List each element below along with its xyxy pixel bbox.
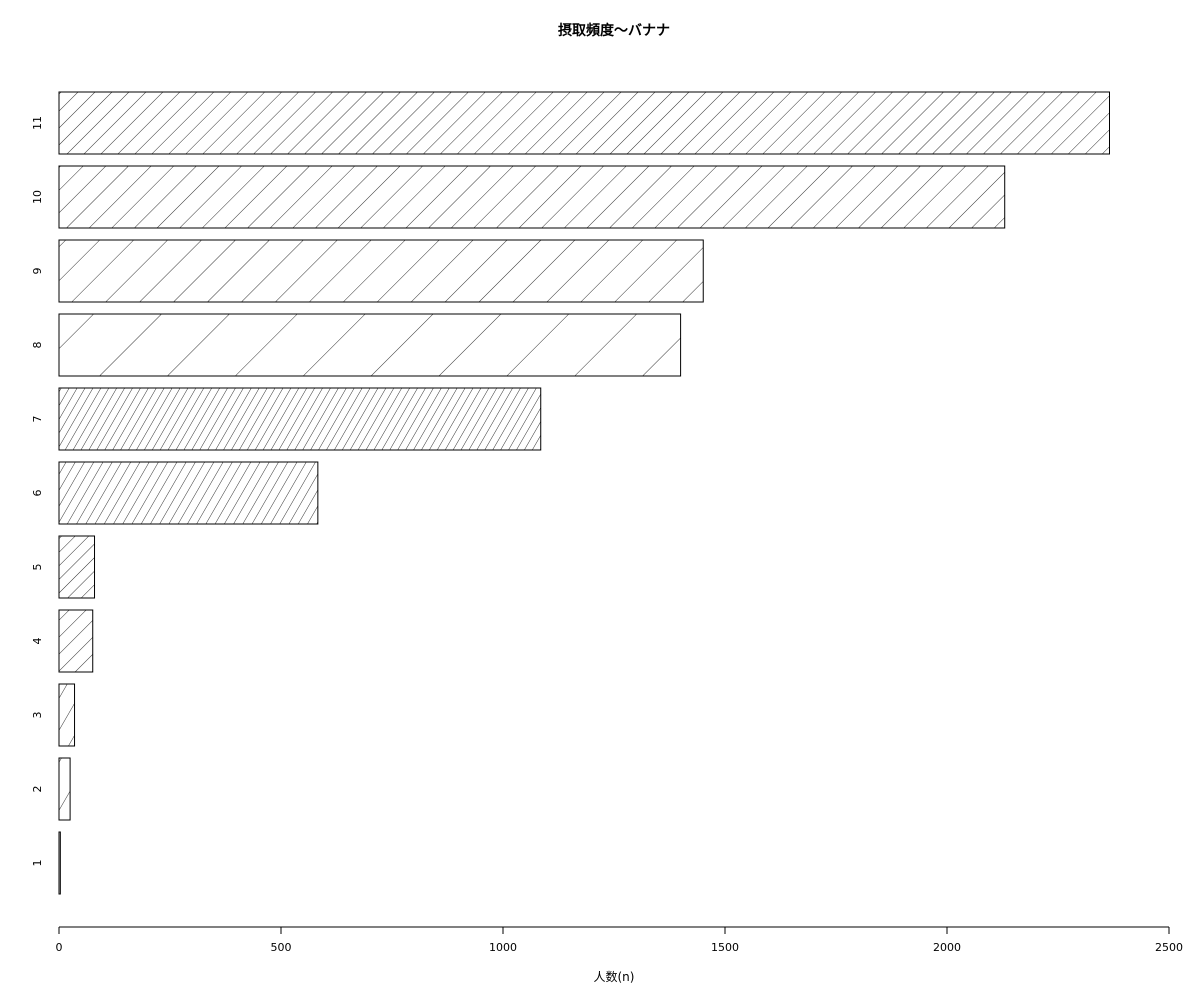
- x-tick-label: 0: [56, 941, 63, 954]
- y-tick-label: 2: [31, 786, 44, 793]
- bar-3: [58, 683, 76, 747]
- y-axis-tick-labels: 1 2 3 4 5 6 7 8 9 10 11: [31, 116, 44, 867]
- y-tick-label: 7: [31, 416, 44, 423]
- x-tick-label: 500: [271, 941, 292, 954]
- chart-title: 摂取頻度〜バナナ: [558, 23, 670, 39]
- bar-5: [58, 535, 96, 599]
- x-tick-label: 2500: [1155, 941, 1183, 954]
- x-axis-label: 人数(n): [593, 970, 635, 984]
- bar-4: [58, 609, 94, 673]
- x-tick-label: 1000: [489, 941, 517, 954]
- y-tick-label: 1: [31, 860, 44, 867]
- y-tick-label: 5: [31, 564, 44, 571]
- x-tick-label: 2000: [933, 941, 961, 954]
- y-tick-label: 9: [31, 268, 44, 275]
- y-tick-label: 8: [31, 342, 44, 349]
- y-tick-label: 11: [31, 116, 44, 130]
- bar-11: [58, 91, 1110, 155]
- bar-2: [58, 757, 71, 821]
- bar-8: [58, 313, 682, 377]
- bar-1: [58, 831, 61, 895]
- x-axis: 0 500 1000 1500 2000 2500: [56, 926, 1183, 954]
- y-tick-label: 10: [31, 190, 44, 204]
- bar-7: [58, 387, 542, 451]
- bar-9: [58, 239, 704, 303]
- y-tick-label: 3: [31, 712, 44, 719]
- y-tick-label: 4: [31, 638, 44, 645]
- bars-group: [58, 91, 1110, 895]
- bar-6: [58, 461, 319, 525]
- bar-10: [58, 165, 1006, 229]
- x-tick-label: 1500: [711, 941, 739, 954]
- y-tick-label: 6: [31, 490, 44, 497]
